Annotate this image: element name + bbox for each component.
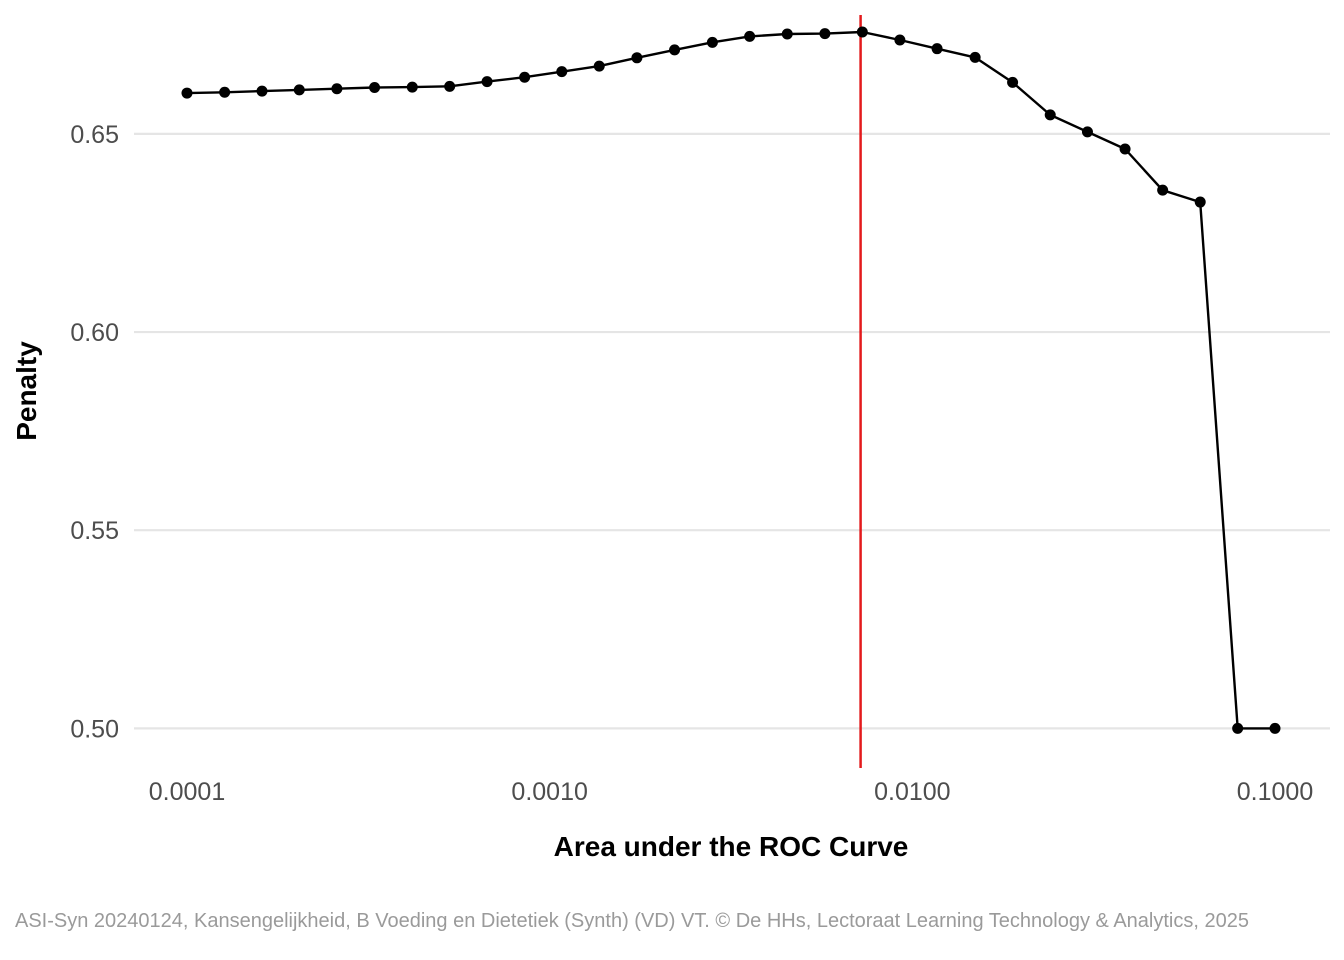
data-point [1044, 109, 1056, 121]
y-tick-labels: 0.50 0.55 0.60 0.65 [70, 121, 119, 743]
y-tick-label: 0.50 [70, 715, 119, 743]
caption: ASI-Syn 20240124, Kansengelijkheid, B Vo… [15, 910, 1249, 932]
data-point [669, 44, 681, 56]
data-point [1007, 76, 1019, 88]
series-group [181, 26, 1281, 734]
data-point [369, 82, 381, 94]
data-point [706, 36, 718, 48]
data-point [256, 85, 268, 97]
x-tick-label: 0.0001 [149, 778, 225, 806]
y-gridlines [134, 132, 1330, 730]
data-point [856, 26, 868, 38]
x-tick-label: 0.1000 [1237, 778, 1313, 806]
data-point [219, 86, 231, 98]
data-point [519, 71, 531, 83]
y-axis-title: Penalty [11, 341, 42, 441]
x-tick-labels: 0.0001 0.0010 0.0100 0.1000 [149, 778, 1313, 806]
data-point [631, 52, 643, 64]
data-point [556, 66, 568, 78]
data-point [593, 60, 605, 72]
data-point [1119, 143, 1131, 155]
data-point [481, 76, 493, 88]
y-tick-label: 0.55 [70, 517, 119, 545]
data-point [894, 34, 906, 46]
x-tick-label: 0.0010 [511, 778, 587, 806]
y-tick-label: 0.65 [70, 121, 119, 149]
line-chart: 0.50 0.55 0.60 0.65 0.0001 0.0010 0.0100 0.100… [11, 15, 1330, 862]
data-point [406, 81, 418, 93]
data-point [819, 28, 831, 40]
x-tick-label: 0.0100 [874, 778, 950, 806]
data-point [781, 28, 793, 40]
data-point [969, 51, 981, 63]
data-point [293, 84, 305, 96]
data-point [744, 30, 756, 42]
y-tick-label: 0.60 [70, 319, 119, 347]
data-point [331, 83, 343, 95]
data-point [1157, 184, 1169, 196]
data-point [1269, 722, 1281, 734]
data-point [1232, 722, 1244, 734]
data-point [931, 43, 943, 55]
series-line [186, 30, 1275, 730]
data-point [444, 80, 456, 92]
data-point [1194, 196, 1206, 208]
data-point [1081, 126, 1093, 138]
x-axis-title: Area under the ROC Curve [554, 831, 909, 862]
data-point [181, 87, 193, 99]
